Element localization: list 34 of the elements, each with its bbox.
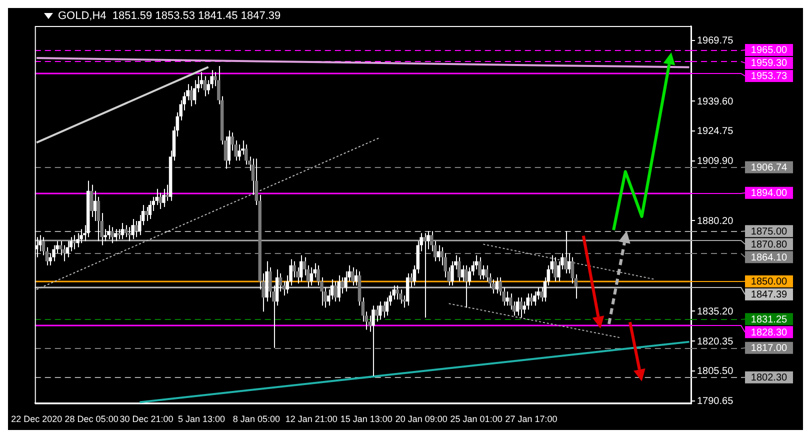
y-tick-label: 1909.90 [697, 156, 734, 168]
x-tick-label: 27 Jan 17:00 [505, 414, 558, 424]
ref-line-label: 1965.00 [750, 45, 788, 56]
y-tick-label: 1924.75 [697, 126, 734, 138]
ref-line-label: 1875.00 [750, 226, 788, 238]
x-tick-label: 25 Jan 01:00 [450, 414, 502, 424]
y-tick-label: 1820.35 [697, 336, 734, 348]
ref-line-label: 1953.73 [750, 71, 788, 82]
ref-line-label: 1870.80 [750, 239, 788, 250]
x-tick-label: 15 Jan 13:00 [340, 414, 392, 424]
ref-line-label: 1847.39 [750, 290, 788, 301]
x-tick-label: 30 Dec 21:00 [120, 414, 174, 424]
x-tick-label: 5 Jan 13:00 [178, 414, 225, 424]
y-tick-label: 1835.20 [697, 306, 734, 318]
ref-line-label: 1906.74 [750, 162, 788, 174]
ref-line-label: 1850.00 [750, 276, 788, 288]
x-tick-label: 12 Jan 21:00 [285, 414, 338, 424]
ref-line-label: 1864.10 [750, 252, 788, 264]
y-tick-label: 1969.75 [697, 36, 734, 47]
ref-line-label: 1894.00 [750, 188, 788, 200]
y-tick-label: 1805.50 [697, 366, 734, 378]
y-tick-label: 1880.20 [697, 216, 734, 227]
ref-line-label: 1831.25 [750, 314, 788, 326]
y-tick-label: 1939.60 [697, 96, 734, 108]
ref-line-label: 1817.00 [750, 343, 788, 354]
x-tick-label: 28 Dec 05:00 [64, 414, 118, 424]
x-tick-label: 22 Dec 2020 [11, 414, 62, 424]
chart-title: GOLD,H4 1851.59 1853.53 1841.45 1847.39 [58, 10, 281, 22]
ref-line-label: 1959.30 [750, 58, 788, 70]
x-tick-label: 20 Jan 09:00 [395, 414, 448, 424]
ref-line-label: 1802.30 [750, 372, 788, 384]
ref-line-label: 1828.30 [750, 327, 788, 338]
y-tick-label: 1790.65 [697, 396, 734, 408]
x-tick-label: 8 Jan 05:00 [232, 414, 280, 424]
